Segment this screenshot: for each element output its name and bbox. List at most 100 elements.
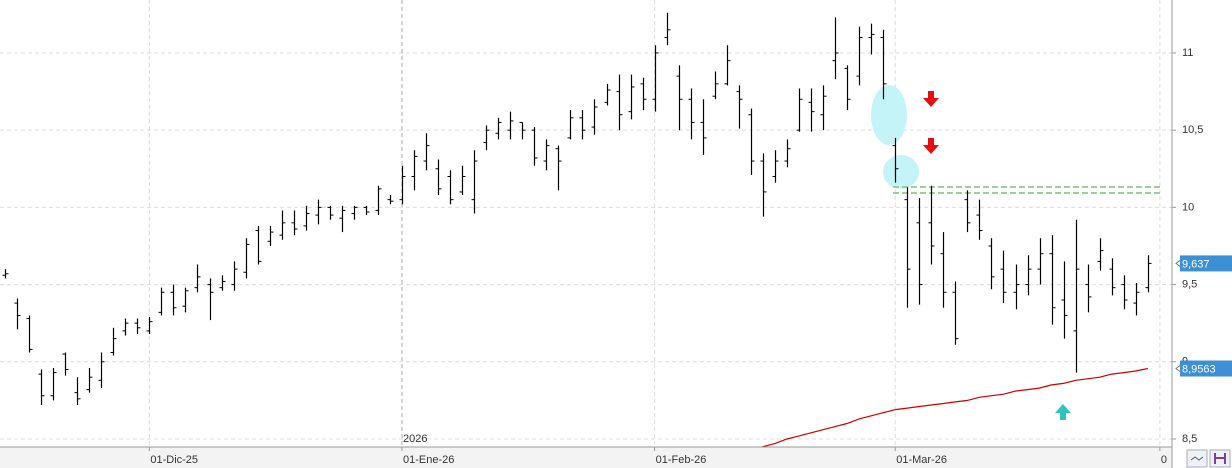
- ohlc-bar: [387, 195, 394, 205]
- x-tick-label: 0: [1161, 454, 1167, 466]
- y-tick-label: 10,5: [1182, 124, 1203, 136]
- plot: [2, 12, 1152, 447]
- ohlc-bar: [483, 125, 490, 151]
- ohlc-bar: [820, 85, 827, 131]
- ohlc-bar: [411, 150, 418, 191]
- ohlc-bar: [219, 275, 226, 291]
- ohlc-bar: [832, 17, 839, 80]
- ohlc-bar: [1061, 261, 1068, 339]
- ohlc-bar: [315, 199, 322, 225]
- ohlc-bar: [1049, 235, 1056, 325]
- x-axis-band: [0, 447, 1172, 468]
- ohlc-bar: [808, 88, 815, 132]
- ohlc-bar: [267, 225, 274, 246]
- ohlc-bar: [1145, 255, 1152, 293]
- ohlc-bar: [146, 316, 153, 334]
- x-tick-label: 01-Feb-26: [656, 454, 707, 466]
- ohlc-bar: [375, 185, 382, 216]
- ohlc-bar: [784, 139, 791, 168]
- price-pointer: [1175, 260, 1181, 267]
- ohlc-bar: [519, 121, 526, 140]
- ohlc-bar: [1133, 283, 1140, 316]
- year-label: 2026: [403, 433, 427, 445]
- ohlc-bar: [459, 165, 466, 196]
- ohlc-bar: [98, 352, 105, 389]
- down-arrow: [923, 138, 939, 154]
- ohlc-bar: [86, 367, 93, 393]
- ohlc-bar: [435, 159, 442, 196]
- highlight-ellipse: [871, 85, 907, 145]
- ohlc-bar: [772, 150, 779, 183]
- grid: [0, 0, 1172, 447]
- ohlc-bar: [1097, 238, 1104, 271]
- ohlc-bar: [182, 287, 189, 313]
- ohlc-bar: [1037, 238, 1044, 285]
- ohlc-bar: [567, 110, 574, 140]
- ohlc-bar: [339, 205, 346, 233]
- tool-icon: [1190, 456, 1204, 461]
- ohlc-bar: [976, 199, 983, 240]
- ohlc-bar: [579, 110, 586, 140]
- ohlc-bar: [640, 77, 647, 111]
- y-tick-label: 9,5: [1182, 278, 1197, 290]
- ohlc-bar: [1109, 258, 1116, 296]
- ohlc-bar: [327, 205, 334, 220]
- ohlc-bar: [1085, 264, 1092, 313]
- ohlc-bar: [231, 261, 238, 291]
- down-arrow: [923, 91, 939, 107]
- ohlc-bar: [38, 369, 45, 406]
- ohlc-bar: [892, 137, 899, 183]
- price-label-box: [1180, 360, 1232, 377]
- ohlc-bar: [1013, 264, 1020, 310]
- tool-icon: [1214, 453, 1226, 464]
- ohlc-bar: [988, 238, 995, 290]
- ohlc-bar: [652, 45, 659, 112]
- ohlc-bar: [952, 281, 959, 345]
- ohlc-bar: [351, 205, 358, 220]
- ohlc-bar: [279, 210, 286, 240]
- x-tick-label: 01-Mar-26: [896, 454, 947, 466]
- ohlc-bar: [255, 225, 262, 265]
- x-tick-label: 01-Dic-25: [150, 454, 198, 466]
- ohlc-bar: [447, 170, 454, 205]
- ohlc-bar: [928, 185, 935, 265]
- ohlc-bar: [50, 367, 57, 401]
- ohlc-bar: [158, 287, 165, 316]
- ohlc-bar: [724, 45, 731, 86]
- ohlc-bar: [856, 26, 863, 86]
- ohlc-bar: [62, 352, 69, 376]
- ohlc-bar: [1121, 275, 1128, 310]
- ohlc-bar: [122, 318, 129, 336]
- y-tick-label: 10: [1182, 201, 1194, 213]
- ohlc-bar: [700, 99, 707, 155]
- ohlc-bar: [844, 65, 851, 111]
- price-pointer: [1175, 365, 1181, 372]
- ohlc-bar: [399, 165, 406, 205]
- ohlc-bar: [591, 99, 598, 135]
- ohlc-bar: [134, 318, 141, 334]
- ohlc-bar: [880, 29, 887, 100]
- ohlc-bar: [531, 127, 538, 166]
- ohlc-bar: [964, 190, 971, 233]
- ohlc-bar: [170, 284, 177, 316]
- ohlc-bar: [471, 150, 478, 214]
- ohlc-bar: [2, 269, 9, 279]
- ohlc-bar: [1025, 255, 1032, 296]
- x-tick-label: 01-Ene-26: [403, 454, 454, 466]
- price-label-box: [1180, 255, 1232, 272]
- ohlc-bar: [760, 153, 767, 217]
- ohlc-bar: [736, 85, 743, 129]
- ohlc-bar: [207, 278, 214, 321]
- ohlc-bar: [291, 210, 298, 236]
- ohlc-bar: [940, 232, 947, 308]
- ohlc-bar: [194, 264, 201, 293]
- ohlc-bar: [916, 198, 923, 305]
- moving-average: [759, 367, 1148, 447]
- up-arrow: [1055, 404, 1071, 420]
- ohlc-bar: [712, 71, 719, 100]
- ohlc-bar: [110, 327, 117, 356]
- ohlc-bar: [616, 74, 623, 131]
- ohlc-bar: [423, 133, 430, 171]
